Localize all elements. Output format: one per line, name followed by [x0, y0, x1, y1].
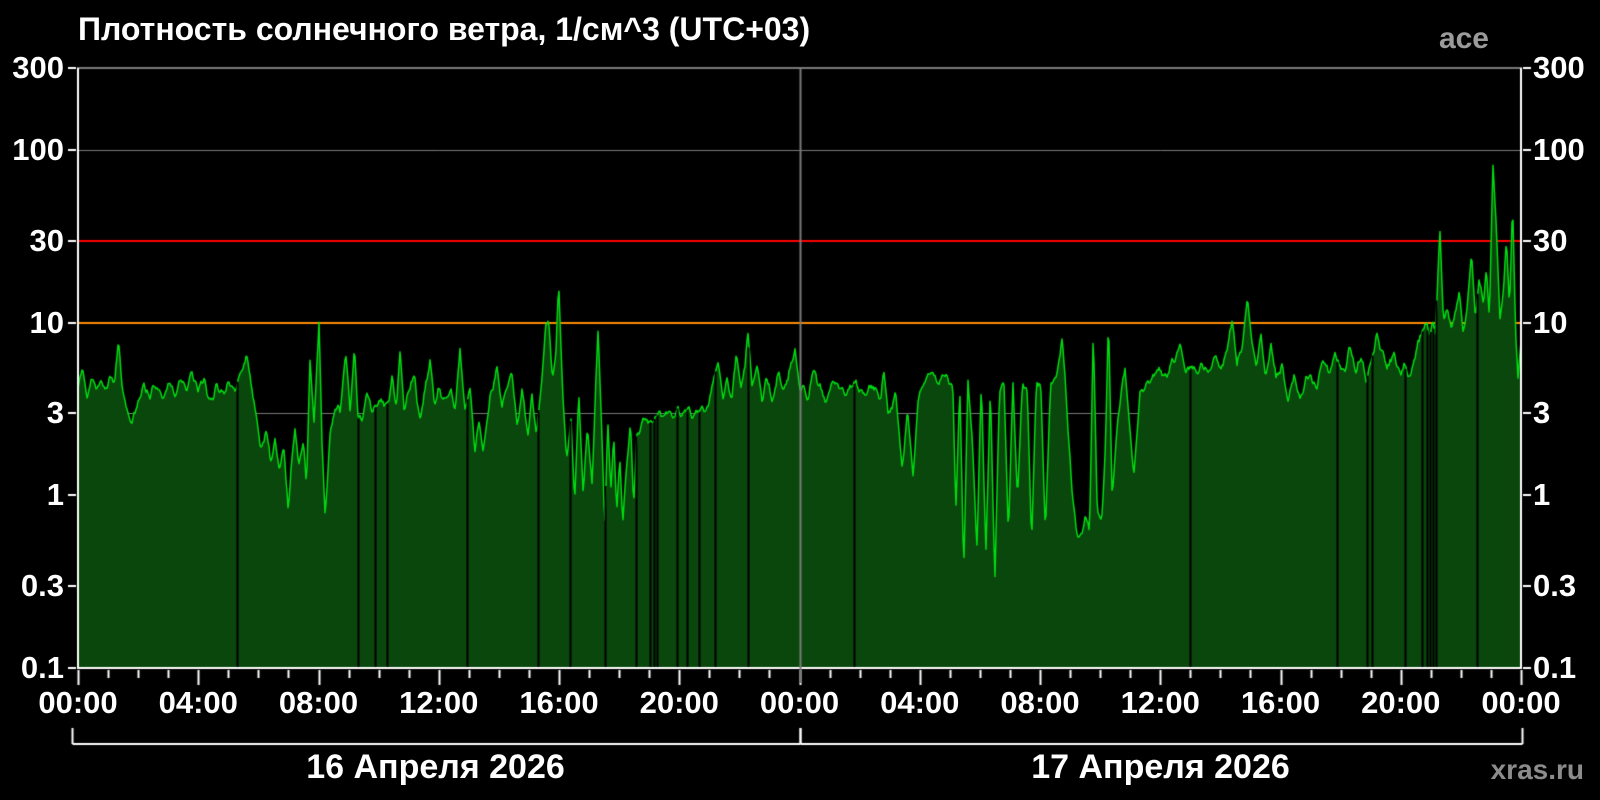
y-tick-label-left-3: 3 — [46, 395, 64, 431]
x-tick-label-7: 04:00 — [880, 685, 960, 720]
y-tick-label-left-1: 1 — [46, 477, 64, 513]
y-tick-label-left-100: 100 — [12, 132, 64, 168]
x-tick-label-1: 04:00 — [158, 685, 238, 720]
x-tick-label-8: 08:00 — [1000, 685, 1080, 720]
y-tick-label-right-1: 1 — [1533, 477, 1551, 513]
x-tick-label-10: 16:00 — [1240, 685, 1321, 720]
site-watermark: xras.ru — [1490, 754, 1584, 785]
x-tick-label-5: 20:00 — [639, 685, 719, 720]
y-tick-label-right-10: 10 — [1533, 304, 1568, 340]
x-tick-label-12: 00:00 — [1481, 685, 1561, 720]
y-tick-label-left-300: 300 — [12, 50, 64, 85]
y-tick-label-right-3: 3 — [1533, 395, 1551, 431]
y-tick-label-right-300: 300 — [1533, 50, 1585, 85]
satellite-source-label: ace — [1438, 22, 1489, 55]
y-tick-label-right-100: 100 — [1533, 132, 1585, 168]
x-tick-label-0: 00:00 — [38, 685, 118, 720]
x-tick-label-2: 08:00 — [278, 685, 359, 720]
y-tick-label-right-30: 30 — [1533, 222, 1568, 258]
y-tick-label-left-10: 10 — [29, 304, 64, 340]
chart-title: Плотность солнечного ветра, 1/см^3 (UTC+… — [78, 11, 811, 47]
date-label-day1: 16 Апреля 2026 — [306, 748, 565, 786]
y-tick-label-left-0.1: 0.1 — [20, 650, 64, 685]
x-tick-label-9: 12:00 — [1120, 685, 1200, 720]
x-tick-label-3: 12:00 — [399, 685, 479, 720]
y-tick-label-right-0.1: 0.1 — [1533, 650, 1577, 685]
y-tick-label-left-0.3: 0.3 — [20, 567, 64, 603]
x-tick-label-6: 00:00 — [759, 685, 840, 720]
y-tick-label-right-0.3: 0.3 — [1533, 567, 1577, 603]
date-label-day2: 17 Апреля 2026 — [1031, 748, 1290, 786]
x-tick-label-4: 16:00 — [519, 685, 599, 720]
y-tick-label-left-30: 30 — [29, 222, 64, 258]
x-tick-label-11: 20:00 — [1361, 685, 1441, 720]
